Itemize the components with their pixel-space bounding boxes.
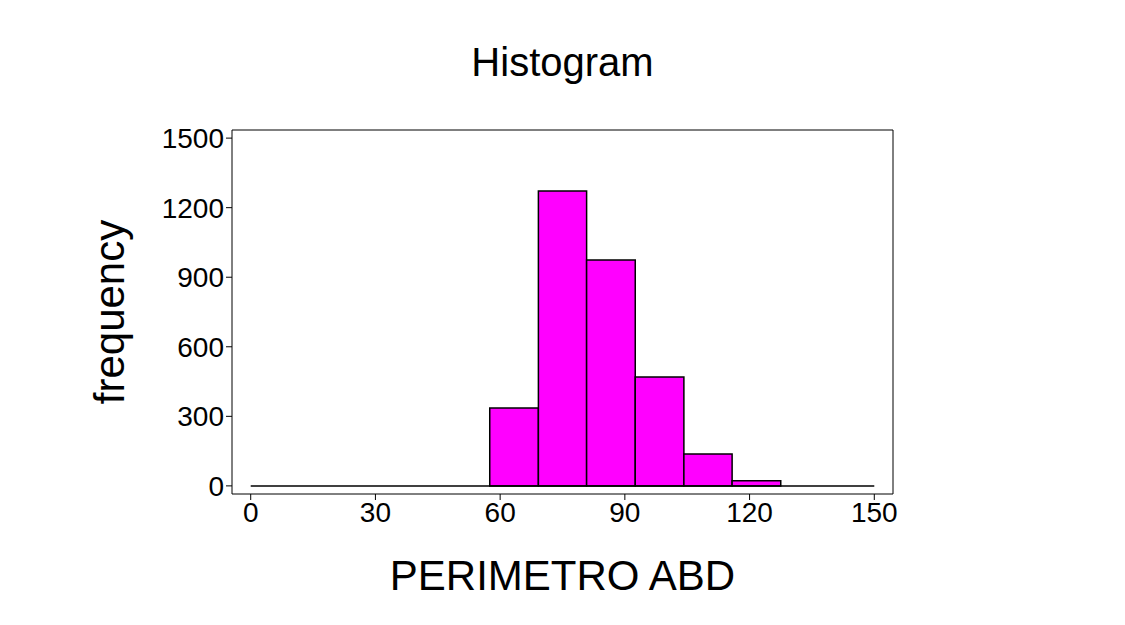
html-text:frequency: frequency bbox=[86, 219, 133, 405]
svg-text:90: 90 bbox=[609, 497, 640, 528]
svg-text:0: 0 bbox=[208, 471, 224, 502]
svg-text:1200: 1200 bbox=[162, 193, 224, 224]
svg-text:60: 60 bbox=[485, 497, 516, 528]
svg-text:1500: 1500 bbox=[162, 123, 224, 154]
svg-text:600: 600 bbox=[177, 332, 224, 363]
svg-text:900: 900 bbox=[177, 262, 224, 293]
html-text:Histogram: Histogram bbox=[471, 40, 654, 84]
html-text:PERIMETRO ABD: PERIMETRO ABD bbox=[389, 552, 736, 599]
svg-text:120: 120 bbox=[726, 497, 773, 528]
svg-text:300: 300 bbox=[177, 401, 224, 432]
svg-text:0: 0 bbox=[243, 497, 259, 528]
svg-text:30: 30 bbox=[360, 497, 391, 528]
svg-text:150: 150 bbox=[851, 497, 898, 528]
